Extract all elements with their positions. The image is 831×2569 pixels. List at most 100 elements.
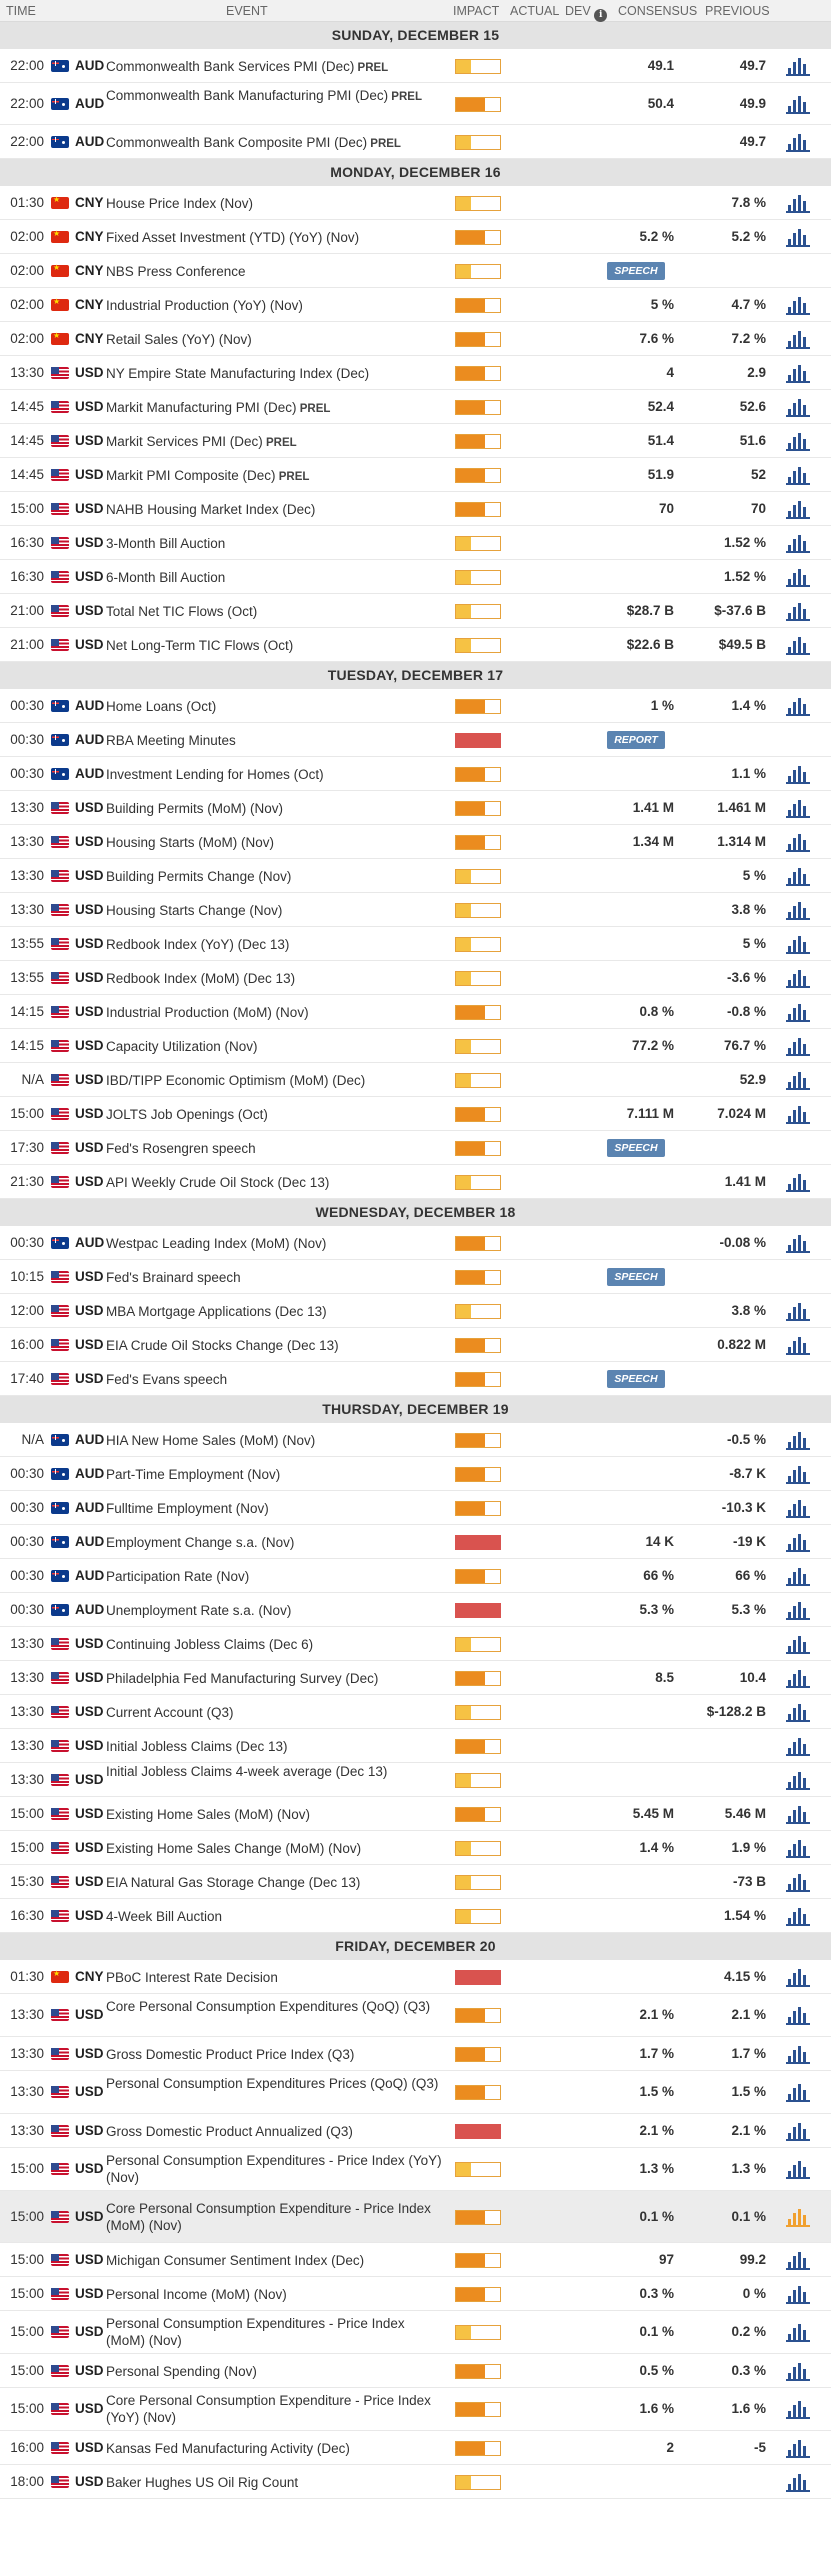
event-name[interactable]: Participation Rate (Nov) bbox=[106, 1568, 250, 1584]
event-name[interactable]: Philadelphia Fed Manufacturing Survey (D… bbox=[106, 1670, 379, 1686]
bar-chart-icon[interactable] bbox=[786, 533, 810, 553]
event-name[interactable]: Fed's Evans speech bbox=[106, 1371, 228, 1387]
event-row[interactable]: 13:30 USD Continuing Jobless Claims (Dec 6… bbox=[0, 1627, 831, 1661]
event-row[interactable]: 00:30 AUD Investment Lending for Homes (Oc… bbox=[0, 757, 831, 791]
bar-chart-icon[interactable] bbox=[786, 2044, 810, 2064]
speech-badge[interactable]: SPEECH bbox=[607, 1267, 665, 1286]
event-name[interactable]: Existing Home Sales (MoM) (Nov) bbox=[106, 1806, 311, 1822]
event-row[interactable]: 00:30 AUD Participation Rate (Nov) 66 % 66 % bbox=[0, 1559, 831, 1593]
bar-chart-icon[interactable] bbox=[786, 1906, 810, 1926]
bar-chart-icon[interactable] bbox=[786, 567, 810, 587]
event-row[interactable]: 15:00 USD Existing Home Sales (MoM) (Nov) 5… bbox=[0, 1797, 831, 1831]
bar-chart-icon[interactable] bbox=[786, 465, 810, 485]
bar-chart-icon[interactable] bbox=[786, 2082, 810, 2102]
event-name[interactable]: NY Empire State Manufacturing Index (Dec… bbox=[106, 365, 370, 381]
event-name[interactable]: Current Account (Q3) bbox=[106, 1704, 234, 1720]
event-row[interactable]: 14:15 USD Capacity Utilization (Nov) 77.2 %… bbox=[0, 1029, 831, 1063]
event-name[interactable]: Home Loans (Oct) bbox=[106, 698, 217, 714]
event-row[interactable]: 13:30 USD Gross Domestic Product Price Ind… bbox=[0, 2037, 831, 2071]
bar-chart-icon[interactable] bbox=[786, 1566, 810, 1586]
event-row[interactable]: 13:30 USD Gross Domestic Product Annualize… bbox=[0, 2114, 831, 2148]
bar-chart-icon[interactable] bbox=[786, 1532, 810, 1552]
event-name[interactable]: 3-Month Bill Auction bbox=[106, 535, 226, 551]
bar-chart-icon[interactable] bbox=[786, 798, 810, 818]
bar-chart-icon[interactable] bbox=[786, 832, 810, 852]
event-row[interactable]: 13:30 USD Initial Jobless Claims (Dec 13) bbox=[0, 1729, 831, 1763]
bar-chart-icon[interactable] bbox=[786, 1804, 810, 1824]
event-name[interactable]: Building Permits Change (Nov) bbox=[106, 868, 292, 884]
event-name[interactable]: API Weekly Crude Oil Stock (Dec 13) bbox=[106, 1174, 330, 1190]
event-row[interactable]: N/A USD IBD/TIPP Economic Optimism (MoM) (… bbox=[0, 1063, 831, 1097]
bar-chart-icon[interactable] bbox=[786, 1233, 810, 1253]
event-name[interactable]: Westpac Leading Index (MoM) (Nov) bbox=[106, 1235, 327, 1251]
event-row[interactable]: 18:00 USD Baker Hughes US Oil Rig Count bbox=[0, 2465, 831, 2499]
event-name[interactable]: Baker Hughes US Oil Rig Count bbox=[106, 2474, 299, 2490]
event-name[interactable]: Redbook Index (MoM) (Dec 13) bbox=[106, 970, 296, 986]
event-row[interactable]: 13:30 USD Building Permits Change (Nov) 5 % bbox=[0, 859, 831, 893]
event-name[interactable]: EIA Crude Oil Stocks Change (Dec 13) bbox=[106, 1337, 339, 1353]
speech-badge[interactable]: SPEECH bbox=[607, 1369, 665, 1388]
event-name[interactable]: Personal Income (MoM) (Nov) bbox=[106, 2286, 287, 2302]
event-name[interactable]: PBoC Interest Rate Decision bbox=[106, 1969, 278, 1985]
bar-chart-icon[interactable] bbox=[786, 397, 810, 417]
bar-chart-icon[interactable] bbox=[786, 431, 810, 451]
bar-chart-icon[interactable] bbox=[786, 635, 810, 655]
bar-chart-icon[interactable] bbox=[786, 2005, 810, 2025]
bar-chart-icon[interactable] bbox=[786, 227, 810, 247]
event-name[interactable]: Redbook Index (YoY) (Dec 13) bbox=[106, 936, 290, 952]
event-name[interactable]: NBS Press Conference bbox=[106, 263, 246, 279]
bar-chart-icon[interactable] bbox=[786, 193, 810, 213]
event-row[interactable]: 00:30 AUD Home Loans (Oct) 1 % 1.4 % bbox=[0, 689, 831, 723]
bar-chart-icon[interactable] bbox=[786, 1301, 810, 1321]
bar-chart-icon[interactable] bbox=[786, 1430, 810, 1450]
event-name[interactable]: Housing Starts Change (Nov) bbox=[106, 902, 283, 918]
event-name[interactable]: Gross Domestic Product Annualized (Q3) bbox=[106, 2123, 353, 2139]
event-row[interactable]: 16:00 USD EIA Crude Oil Stocks Change (Dec… bbox=[0, 1328, 831, 1362]
bar-chart-icon[interactable] bbox=[786, 2399, 810, 2419]
event-name[interactable]: Personal Consumption Expenditures - Pric… bbox=[106, 2153, 442, 2185]
bar-chart-icon[interactable] bbox=[786, 2438, 810, 2458]
speech-badge[interactable]: SPEECH bbox=[607, 1138, 665, 1157]
event-row[interactable]: 00:30 AUD Fulltime Employment (Nov) -10.3 K bbox=[0, 1491, 831, 1525]
bar-chart-icon[interactable] bbox=[786, 696, 810, 716]
info-icon[interactable]: i bbox=[594, 9, 608, 22]
event-row[interactable]: 14:45 USD Markit Manufacturing PMI (Dec) P… bbox=[0, 390, 831, 424]
bar-chart-icon[interactable] bbox=[786, 2472, 810, 2492]
bar-chart-icon[interactable] bbox=[786, 1770, 810, 1790]
event-name[interactable]: Capacity Utilization (Nov) bbox=[106, 1038, 258, 1054]
event-name[interactable]: Continuing Jobless Claims (Dec 6) bbox=[106, 1636, 314, 1652]
bar-chart-icon[interactable] bbox=[786, 2159, 810, 2179]
bar-chart-icon[interactable] bbox=[786, 2207, 810, 2227]
event-name[interactable]: Part-Time Employment (Nov) bbox=[106, 1466, 281, 1482]
event-name[interactable]: Personal Consumption Expenditures Prices… bbox=[106, 2076, 439, 2091]
event-row[interactable]: 13:30 USD Philadelphia Fed Manufacturing S… bbox=[0, 1661, 831, 1695]
event-row[interactable]: 00:30 AUD Employment Change s.a. (Nov) 14 K… bbox=[0, 1525, 831, 1559]
bar-chart-icon[interactable] bbox=[786, 968, 810, 988]
bar-chart-icon[interactable] bbox=[786, 1036, 810, 1056]
event-row[interactable]: 21:00 USD Total Net TIC Flows (Oct) $28.7 B… bbox=[0, 594, 831, 628]
event-name[interactable]: RBA Meeting Minutes bbox=[106, 732, 236, 748]
bar-chart-icon[interactable] bbox=[786, 900, 810, 920]
event-name[interactable]: Commonwealth Bank Manufacturing PMI (Dec… bbox=[106, 87, 422, 103]
event-row[interactable]: 16:30 USD 3-Month Bill Auction 1.52 % bbox=[0, 526, 831, 560]
bar-chart-icon[interactable] bbox=[786, 1104, 810, 1124]
event-row[interactable]: 16:00 USD Kansas Fed Manufacturing Activit… bbox=[0, 2431, 831, 2465]
event-name[interactable]: House Price Index (Nov) bbox=[106, 195, 254, 211]
event-name[interactable]: Net Long-Term TIC Flows (Oct) bbox=[106, 637, 294, 653]
speech-badge[interactable]: SPEECH bbox=[607, 261, 665, 280]
event-row[interactable]: 12:00 USD MBA Mortgage Applications (Dec 1… bbox=[0, 1294, 831, 1328]
event-row[interactable]: 15:00 USD Personal Consumption Expenditure… bbox=[0, 2148, 831, 2191]
bar-chart-icon[interactable] bbox=[786, 295, 810, 315]
event-row[interactable]: 21:00 USD Net Long-Term TIC Flows (Oct) $22… bbox=[0, 628, 831, 662]
event-row[interactable]: 13:55 USD Redbook Index (YoY) (Dec 13) 5 % bbox=[0, 927, 831, 961]
event-row[interactable]: 00:30 AUD Westpac Leading Index (MoM) (Nov… bbox=[0, 1226, 831, 1260]
event-row[interactable]: 15:00 USD Michigan Consumer Sentiment Inde… bbox=[0, 2243, 831, 2277]
event-name[interactable]: HIA New Home Sales (MoM) (Nov) bbox=[106, 1432, 316, 1448]
event-name[interactable]: Core Personal Consumption Expenditure - … bbox=[106, 2393, 431, 2425]
event-name[interactable]: Markit Manufacturing PMI (Dec) PREL bbox=[106, 399, 331, 415]
event-row[interactable]: 16:30 USD 6-Month Bill Auction 1.52 % bbox=[0, 560, 831, 594]
bar-chart-icon[interactable] bbox=[786, 1967, 810, 1987]
